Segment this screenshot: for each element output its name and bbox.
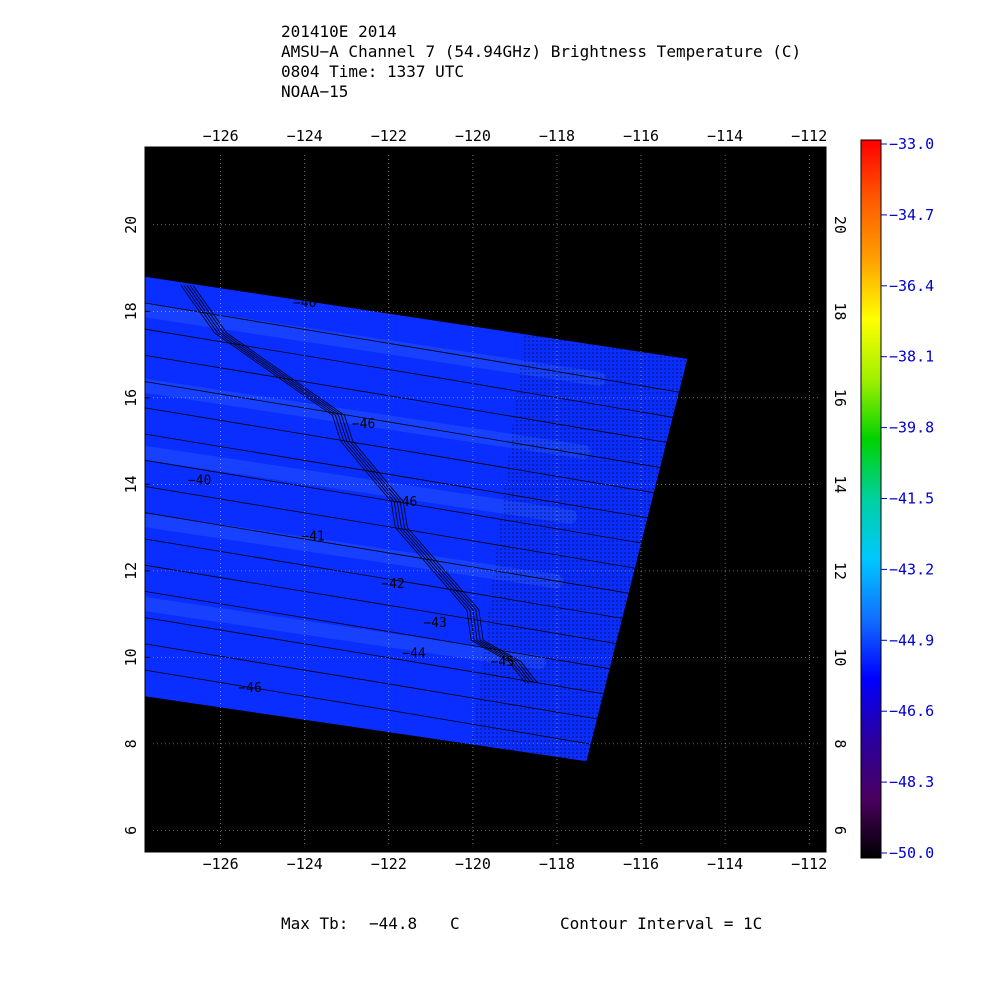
colorbar-tick-label: −46.6 (889, 702, 934, 720)
contour-label: −44 (402, 646, 426, 661)
satellite-name: NOAA−15 (281, 82, 349, 101)
x-tick-label-top: −120 (455, 127, 491, 145)
contour-label: −43 (423, 616, 446, 631)
max-tb-value: −44.8 (369, 914, 418, 933)
grid-lines (145, 147, 826, 852)
chart-title: AMSU−A Channel 7 (54.94GHz) Brightness T… (281, 42, 802, 61)
max-tb-label: Max Tb: (281, 914, 349, 933)
contour-label: −41 (301, 530, 324, 545)
storm-id-year: 201410E 2014 (281, 22, 397, 41)
x-tick-label-top: −122 (371, 127, 407, 145)
x-tick-label-bottom: −120 (455, 855, 491, 873)
y-tick-label-left: 12 (122, 562, 140, 580)
x-tick-label-bottom: −118 (539, 855, 575, 873)
contour-label: −40 (188, 473, 211, 488)
colorbar-tick-label: −38.1 (889, 348, 934, 366)
y-tick-label-right: 12 (831, 562, 849, 580)
colorbar (860, 139, 882, 859)
colorbar-tick-label: −44.9 (889, 631, 934, 649)
date-time: 0804 Time: 1337 UTC (281, 62, 465, 81)
x-tick-label-bottom: −122 (371, 855, 407, 873)
y-tick-label-left: 6 (122, 826, 140, 835)
x-tick-label-bottom: −116 (623, 855, 659, 873)
y-tick-label-right: 10 (831, 648, 849, 666)
contour-label: −46 (238, 681, 261, 696)
field-band (145, 445, 577, 524)
x-tick-label-top: −124 (287, 127, 323, 145)
colorbar-tick-label: −43.2 (889, 560, 934, 578)
y-tick-label-right: 14 (831, 475, 849, 493)
field-band (145, 596, 547, 670)
colorbar-tick-label: −34.7 (889, 206, 934, 224)
y-tick-label-left: 16 (122, 389, 140, 407)
x-tick-label-bottom: −124 (287, 855, 323, 873)
x-tick-label-top: −114 (707, 127, 743, 145)
colorbar-tick-label: −48.3 (889, 773, 934, 791)
max-tb-unit: C (450, 914, 460, 933)
y-tick-label-right: 16 (831, 389, 849, 407)
x-tick-label-bottom: −126 (203, 855, 239, 873)
y-tick-label-right: 18 (831, 302, 849, 320)
contour-interval: Contour Interval = 1C (560, 914, 763, 933)
contour-label: −45 (491, 655, 514, 670)
y-tick-label-left: 10 (122, 648, 140, 666)
colorbar-tick-label: −39.8 (889, 419, 934, 437)
x-tick-label-top: −126 (203, 127, 239, 145)
y-tick-label-right: 20 (831, 216, 849, 234)
x-tick-label-bottom: −114 (707, 855, 743, 873)
field-band (145, 378, 591, 459)
colorbar-tick-label: −33.0 (889, 135, 934, 153)
x-tick-label-top: −112 (791, 127, 827, 145)
contour-label: −46 (352, 417, 375, 432)
x-tick-label-top: −118 (539, 127, 575, 145)
colorbar-tick-label: −41.5 (889, 490, 934, 508)
contour-label: −42 (381, 577, 404, 592)
plot-frame (144, 146, 827, 853)
y-tick-label-left: 18 (122, 302, 140, 320)
field-band (145, 513, 564, 589)
colorbar-tick-label: −36.4 (889, 277, 934, 295)
x-tick-label-top: −116 (623, 127, 659, 145)
contour-label: −46 (394, 495, 417, 510)
y-tick-label-right: 8 (831, 739, 849, 748)
contour-label: −46 (293, 296, 316, 311)
y-tick-label-right: 6 (831, 826, 849, 835)
chart-header: 201410E 2014 AMSU−A Channel 7 (54.94GHz)… (281, 22, 801, 102)
y-tick-label-left: 20 (122, 216, 140, 234)
swath-edge-stipple (471, 334, 688, 762)
y-tick-label-left: 14 (122, 475, 140, 493)
y-tick-label-left: 8 (122, 739, 140, 748)
colorbar-tick-label: −50.0 (889, 844, 934, 862)
x-tick-label-bottom: −112 (791, 855, 827, 873)
